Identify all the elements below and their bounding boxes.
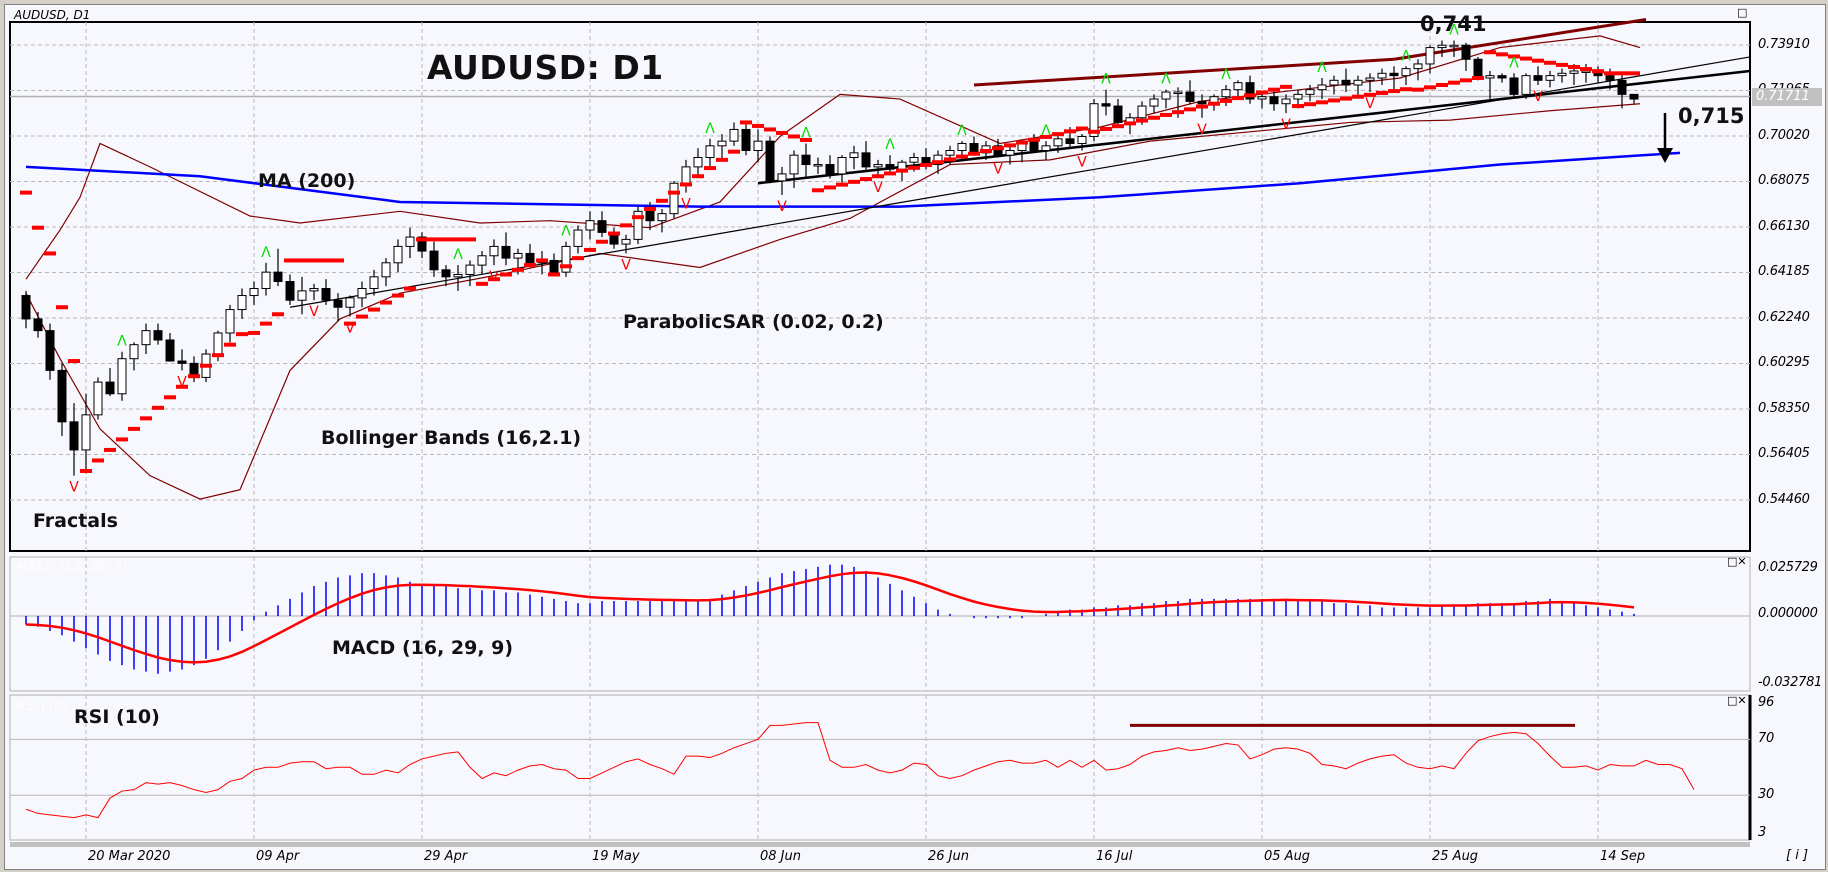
price-tick: 0.70020 [1758,127,1810,143]
svg-text:V: V [1281,117,1291,133]
macd-tick: 0.025729 [1758,560,1818,575]
rsi-ghost-label: RSI (10) [16,699,68,714]
date-tick: 20 Mar 2020 [88,849,171,864]
parabolic-sar-label: ParabolicSAR (0.02, 0.2) [623,311,884,333]
svg-text:Λ: Λ [1449,23,1459,39]
price-tick: 0.62240 [1758,309,1810,325]
date-tick: 26 Jun [928,849,969,864]
high-level-label: 0,741 [1420,12,1487,36]
rsi-tick: 96 [1758,695,1774,710]
svg-text:V: V [345,321,355,337]
date-tick: 25 Aug [1432,849,1479,864]
date-tick: 29 Apr [424,849,468,864]
date-tick: 19 May [592,849,640,864]
svg-text:Λ: Λ [705,121,715,137]
macd-label: MACD (16, 29, 9) [332,637,514,659]
price-tick: 0.64185 [1758,264,1810,280]
price-tick: 0.58350 [1758,400,1810,416]
date-tick: 05 Aug [1264,849,1311,864]
svg-text:Λ: Λ [1401,48,1411,64]
current-price-badge: 0.71711 [1752,88,1822,106]
svg-text:Λ: Λ [1221,67,1231,83]
chart-title: AUDUSD: D1 [427,48,664,87]
fractals-label: Fractals [33,510,118,532]
price-tick: 0.68075 [1758,173,1810,189]
macd-tick: 0.000000 [1758,606,1818,621]
svg-text:V: V [777,199,787,215]
svg-text:Λ: Λ [1161,72,1171,88]
bollinger-label: Bollinger Bands (16,2.1) [321,427,582,449]
rsi-tick: 70 [1758,731,1774,747]
svg-text:V: V [1533,89,1543,105]
svg-text:V: V [681,197,691,213]
rsi-label: RSI (10) [74,706,160,728]
rsi-maximize-close-icon[interactable]: □✕ [1727,694,1747,707]
macd-ghost-label: MACD (12, 26, 9) [16,560,128,575]
price-tick: 0.54460 [1758,491,1810,507]
svg-text:V: V [177,374,187,390]
price-tick: 0.56405 [1758,446,1810,462]
rsi-tick: 3 [1758,825,1766,840]
svg-text:Λ: Λ [561,224,571,240]
svg-text:V: V [1365,96,1375,112]
rsi-tick: 30 [1758,787,1774,803]
date-tick: 14 Sep [1600,849,1646,864]
svg-text:Λ: Λ [1101,72,1111,88]
macd-maximize-close-icon[interactable]: □✕ [1727,555,1747,568]
price-tick: 0.66130 [1758,218,1810,234]
price-tick: 0.60295 [1758,355,1810,371]
date-tick: 16 Jul [1096,849,1133,864]
symbol-label: AUDUSD, D1 [14,8,91,22]
svg-text:Λ: Λ [453,247,463,263]
info-button[interactable]: [ i ] [1786,848,1809,863]
date-tick: 09 Apr [256,849,300,864]
svg-text:Λ: Λ [261,245,271,261]
svg-text:V: V [1077,155,1087,171]
svg-text:Λ: Λ [885,137,895,153]
svg-text:Λ: Λ [1509,55,1519,71]
svg-text:V: V [993,162,1003,178]
svg-text:Λ: Λ [957,123,967,139]
svg-text:V: V [309,304,319,320]
macd-tick: -0.032781 [1758,675,1823,690]
svg-text:Λ: Λ [1317,60,1327,76]
maximize-main-icon[interactable]: □ [1737,6,1748,19]
date-tick: 08 Jun [760,849,801,864]
svg-text:V: V [489,269,499,285]
price-tick: 0.73910 [1758,37,1810,52]
target-level-label: 0,715 [1678,104,1745,128]
ma-label: MA (200) [258,170,356,192]
svg-text:V: V [69,480,79,496]
svg-text:Λ: Λ [801,125,811,141]
svg-text:Λ: Λ [117,334,127,350]
svg-text:V: V [1197,122,1207,138]
svg-text:V: V [873,180,883,196]
svg-text:Λ: Λ [1041,123,1051,139]
svg-text:V: V [621,257,631,273]
